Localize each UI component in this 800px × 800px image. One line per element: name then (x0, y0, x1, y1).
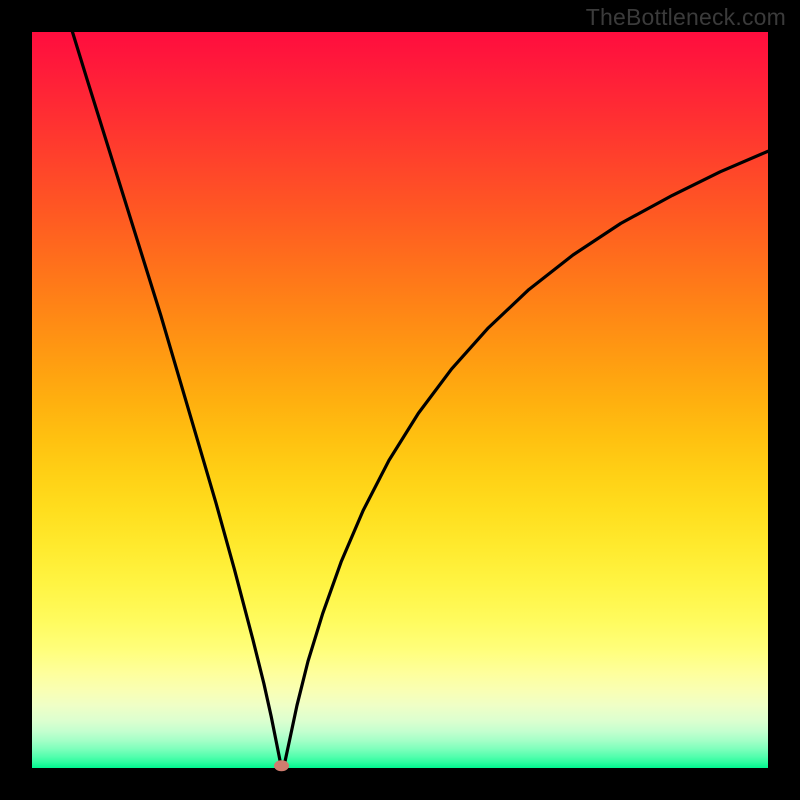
watermark-text: TheBottleneck.com (586, 4, 786, 31)
bottleneck-chart-svg (0, 0, 800, 800)
plot-background (32, 32, 768, 768)
chart-container: TheBottleneck.com (0, 0, 800, 800)
minimum-marker (274, 760, 289, 771)
